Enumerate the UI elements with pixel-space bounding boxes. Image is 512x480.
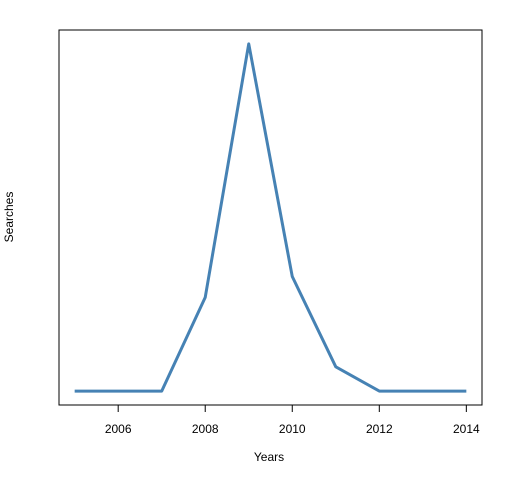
x-tick-label: 2010	[279, 422, 306, 436]
x-tick-label: 2008	[192, 422, 219, 436]
data-line	[74, 42, 467, 393]
x-tick-label: 2014	[453, 422, 480, 436]
y-axis-label: Searches	[2, 192, 16, 243]
x-tick-label: 2012	[366, 422, 393, 436]
x-tick-label: 2006	[105, 422, 132, 436]
plot-box	[58, 29, 483, 406]
x-axis-label: Years	[254, 450, 284, 464]
